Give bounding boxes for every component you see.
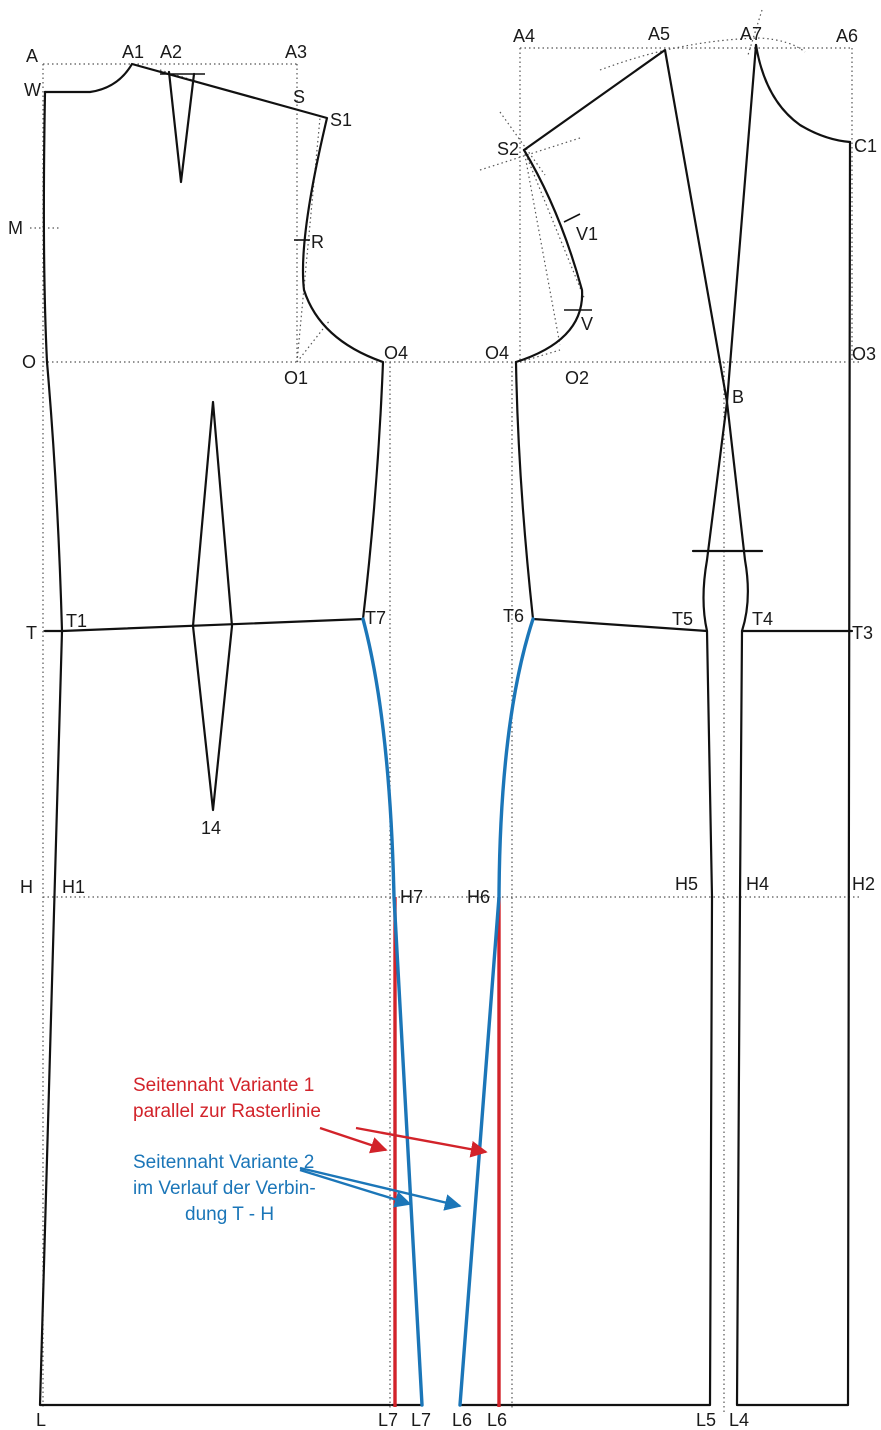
label-A1: A1	[122, 42, 144, 62]
tick-marks	[160, 73, 592, 311]
label-O1: O1	[284, 368, 308, 388]
label-A4: A4	[513, 26, 535, 46]
grid-lines	[30, 47, 860, 1415]
label-C1: C1	[854, 136, 877, 156]
label-O3: O3	[852, 344, 876, 364]
label-L6-red: L6	[487, 1410, 507, 1430]
label-T3: T3	[852, 623, 873, 643]
label-O: O	[22, 352, 36, 372]
front-piece	[38, 62, 424, 1407]
label-T1: T1	[66, 611, 87, 631]
label-L7-blue: L7	[411, 1410, 431, 1430]
label-H4: H4	[746, 874, 769, 894]
annotation-variant-1-line-2: parallel zur Rasterlinie	[133, 1101, 321, 1122]
label-T: T	[26, 623, 37, 643]
label-A: A	[26, 46, 38, 66]
point-labels-front: A W M O T H L A1 A2 A3 S S1 R O1 O4 T1 T…	[8, 42, 431, 1430]
label-T6: T6	[503, 606, 524, 626]
label-V1: V1	[576, 224, 598, 244]
annotation-variant-2-line-2: im Verlauf der Verbin-	[133, 1178, 316, 1199]
annotation-variant-2-line-3: dung T - H	[185, 1204, 274, 1225]
label-H6: H6	[467, 887, 490, 907]
annotation-variant-2-line-1: Seitennaht Variante 2	[133, 1152, 314, 1173]
label-W: W	[24, 80, 41, 100]
label-V: V	[581, 314, 593, 334]
label-A3: A3	[285, 42, 307, 62]
label-S: S	[293, 87, 305, 107]
side-seam-variant-2	[361, 617, 535, 1407]
label-O4-right: O4	[485, 343, 509, 363]
label-S2: S2	[497, 139, 519, 159]
label-O4-left: O4	[384, 343, 408, 363]
label-M: M	[8, 218, 23, 238]
label-H1: H1	[62, 877, 85, 897]
annotation-variant-1-line-1: Seitennaht Variante 1	[133, 1075, 314, 1096]
label-T4: T4	[752, 609, 773, 629]
label-S1: S1	[330, 110, 352, 130]
label-R: R	[311, 232, 324, 252]
label-L: L	[36, 1410, 46, 1430]
label-O2: O2	[565, 368, 589, 388]
label-L7-red: L7	[378, 1410, 398, 1430]
annotation-variant-2: Seitennaht Variante 2 im Verlauf der Ver…	[133, 1152, 316, 1225]
label-H5: H5	[675, 874, 698, 894]
label-B: B	[732, 387, 744, 407]
label-H: H	[20, 877, 33, 897]
label-H7: H7	[400, 887, 423, 907]
label-L5: L5	[696, 1410, 716, 1430]
label-A5: A5	[648, 24, 670, 44]
annotation-arrows	[299, 1126, 488, 1211]
label-H2: H2	[852, 874, 875, 894]
back-piece	[458, 43, 854, 1407]
label-A6: A6	[836, 26, 858, 46]
label-L6-blue: L6	[452, 1410, 472, 1430]
label-L4: L4	[729, 1410, 749, 1430]
label-14: 14	[201, 818, 221, 838]
point-labels-back: A4 A5 A7 A6 S2 V1 V O4 O2 O3 B C1 T6 T5 …	[452, 24, 877, 1430]
label-T5: T5	[672, 609, 693, 629]
label-A2: A2	[160, 42, 182, 62]
annotation-variant-1: Seitennaht Variante 1 parallel zur Raste…	[133, 1075, 321, 1122]
label-A7: A7	[740, 24, 762, 44]
label-T7: T7	[365, 608, 386, 628]
side-seam-variant-1	[393, 897, 501, 1407]
